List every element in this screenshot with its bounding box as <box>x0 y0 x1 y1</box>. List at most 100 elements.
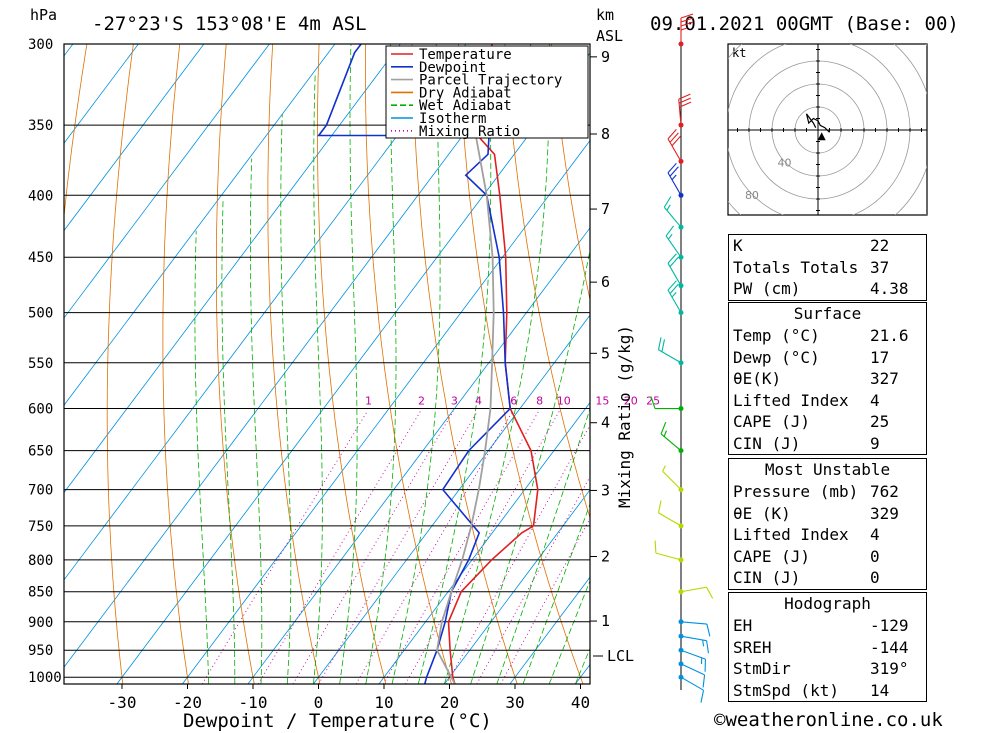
panel-row-label: StmDir <box>733 659 791 678</box>
temperature-tick-labels: -30 -20 -10 0 10 20 30 40 <box>108 684 590 712</box>
lcl-label: LCL <box>607 647 634 665</box>
panel-row-value: -129 <box>870 616 909 635</box>
mixing-ratio-label: 8 <box>536 395 543 408</box>
legend-entry: Temperature <box>419 47 512 63</box>
pressure-tick-label: 800 <box>28 553 53 569</box>
dry-adiabat-line <box>960 13 1000 684</box>
temperature-tick-label: -10 <box>239 693 268 712</box>
wind-barb <box>662 465 684 493</box>
panel-row: θE(K) 327 <box>729 368 926 390</box>
wind-barb-flag <box>667 162 677 174</box>
mixing-ratio-axis-label: Mixing Ratio (g/kg) <box>615 325 634 508</box>
panel-row-value: 0 <box>870 568 880 587</box>
panel-row: CIN (J) 9 <box>729 433 926 455</box>
dry-adiabat-line <box>216 44 255 684</box>
wet-adiabat-line <box>391 44 441 684</box>
wind-barb-staff <box>658 349 682 364</box>
wind-barb <box>665 225 684 260</box>
wet-adiabat-line <box>339 44 358 684</box>
panel-row-label: Dewp (°C) <box>733 347 820 367</box>
legend-entry: Wet Adiabat <box>419 98 512 114</box>
wind-barb-half-flag <box>671 174 677 181</box>
dry-adiabat-line <box>458 44 584 684</box>
wet-adiabat-line <box>280 114 292 684</box>
isotherm-line <box>64 44 401 494</box>
mixing-ratio-labels: 1 2 3 4 6 8 10 15 20 25 <box>365 395 660 408</box>
isotherm-line <box>378 401 590 684</box>
panel-row: K 22 <box>729 235 926 257</box>
wind-barb-flag <box>706 586 714 599</box>
height-tick-label: 6 <box>601 273 610 291</box>
surface-title: Surface <box>793 304 862 323</box>
mixing-ratio-line <box>405 410 560 684</box>
panel-row-value: -144 <box>870 637 909 657</box>
panel-row-label: Pressure (mb) <box>733 482 859 501</box>
hodograph: kt 40 80 120 <box>727 43 928 216</box>
pressure-tick-labels: 300 350 400 450 500 550 600 650 700 750 800 850 900 9… <box>28 37 62 686</box>
wind-barb <box>657 337 684 366</box>
wind-barb-staff <box>662 470 682 491</box>
wind-barb <box>678 661 706 688</box>
profiles <box>317 44 539 684</box>
isotherm-line <box>313 314 590 684</box>
pressure-tick-label: 350 <box>28 118 53 134</box>
panel-row: CIN (J) 0 <box>729 567 926 589</box>
asl-unit-label: ASL <box>596 27 623 45</box>
mixing-ratio-label: 10 <box>557 395 571 408</box>
mixing-ratio-label: 3 <box>451 395 458 408</box>
panel-row-value: 762 <box>870 482 899 501</box>
mixing-ratio-line <box>318 410 478 684</box>
isotherm-line <box>444 489 590 684</box>
wind-barb-flag <box>657 500 662 514</box>
height-tick-label: 1 <box>601 612 610 630</box>
wind-barb-staff <box>667 289 682 313</box>
wind-barb-staff <box>665 235 682 258</box>
indices-panel: K 22 Totals Totals 37 PW (cm) 4.38 <box>728 234 927 301</box>
wind-barb-flag <box>663 196 672 208</box>
wind-barb-flag <box>654 540 657 554</box>
height-tick-label: 3 <box>601 481 610 499</box>
panel-row-value: 0 <box>870 546 880 566</box>
wind-barb-flag <box>680 21 694 27</box>
wind-barb-flag <box>706 640 710 654</box>
wind-barb-half-flag <box>671 291 677 298</box>
panel-row-value: 25 <box>870 412 890 431</box>
credit-text: ©weatheronline.co.uk <box>714 709 943 731</box>
legend-entry: Dewpoint <box>419 60 486 76</box>
wind-barb <box>667 162 684 198</box>
panel-row: EH -129 <box>729 615 926 637</box>
isotherm-line <box>64 44 205 232</box>
wet-adiabat-line <box>250 158 263 684</box>
wind-barb-staff <box>680 663 705 676</box>
panel-row-label: θE(K) <box>733 369 782 388</box>
wind-barb-flag <box>678 93 691 100</box>
dry-adiabat-line <box>106 44 134 684</box>
panel-row: Totals Totals 37 <box>729 257 926 279</box>
panel-row: Pressure (mb) 762 <box>729 481 926 503</box>
wind-barb <box>678 13 694 47</box>
dry-adiabat-line <box>365 44 452 684</box>
wind-barb-half-flag <box>666 204 671 211</box>
wind-barb-staff <box>663 206 682 228</box>
wet-adiabat-line <box>417 44 492 684</box>
wind-barb <box>678 674 705 703</box>
panel-row-label: StmSpd (kt) <box>733 680 839 700</box>
panel-row-value: 319° <box>870 659 909 678</box>
panel-row-label: PW (cm) <box>733 279 801 298</box>
isotherm-line <box>64 44 270 319</box>
dry-adiabat-line <box>550 44 590 302</box>
panel-row-value: 329 <box>870 503 899 523</box>
wind-barb-half-flag <box>663 430 667 437</box>
height-tick-label: 9 <box>601 48 610 66</box>
pressure-tick-label: 750 <box>28 519 53 535</box>
wet-adiabat-line <box>444 44 551 684</box>
wind-barb <box>667 253 684 289</box>
wind-barb <box>678 586 714 599</box>
datetime-title: 09.01.2021 00GMT (Base: 00) <box>650 13 959 35</box>
pressure-tick-label: 700 <box>28 483 53 499</box>
series-temperature <box>447 44 539 684</box>
panel-row-value: 9 <box>870 433 880 453</box>
wind-barb-staff <box>680 649 706 660</box>
panel-row: Lifted Index 4 <box>729 390 926 412</box>
